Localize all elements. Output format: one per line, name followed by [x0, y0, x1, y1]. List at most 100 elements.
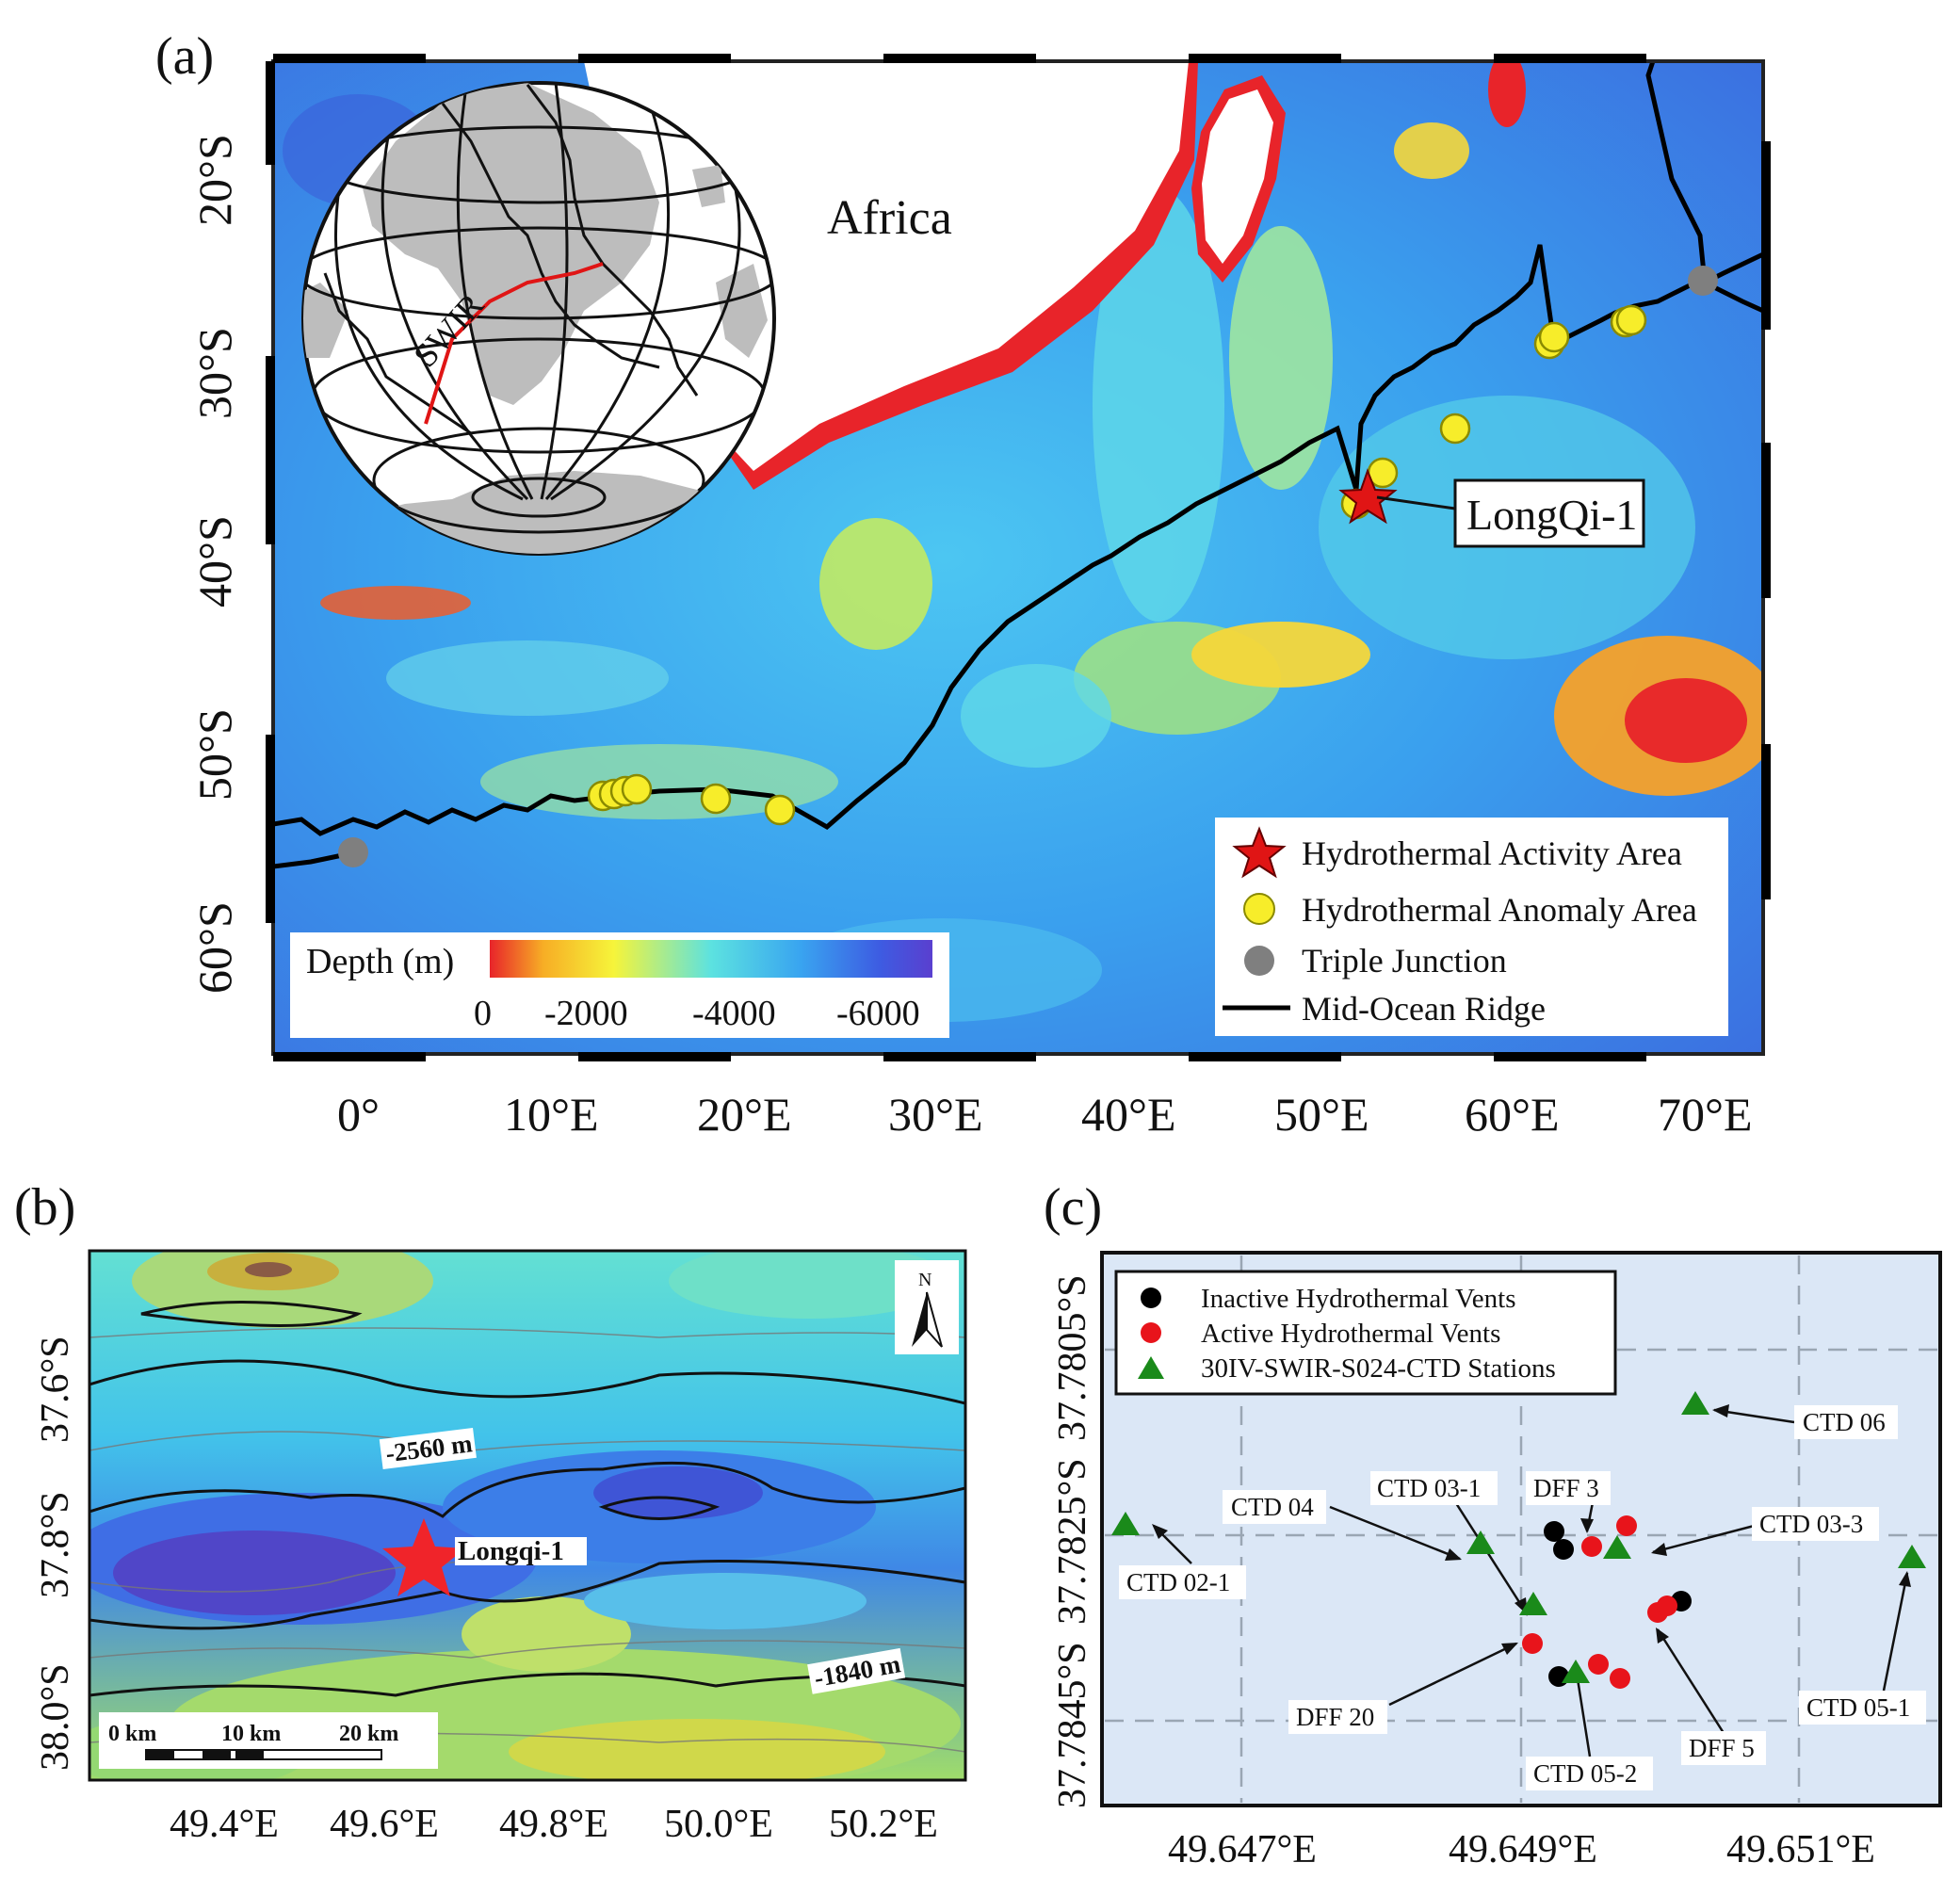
- active-vent: [1657, 1595, 1677, 1616]
- a-lon-tick-0: 0°: [337, 1088, 380, 1141]
- panel-a-label: (a): [155, 27, 214, 86]
- legend-yellow-circle-icon: [1243, 893, 1275, 925]
- active-vent: [1616, 1515, 1637, 1536]
- inactive-vent: [1544, 1521, 1564, 1542]
- scale-label-2: 20 km: [339, 1722, 398, 1746]
- ctd-station: [1562, 1660, 1590, 1683]
- scale-bar: 0 km 10 km 20 km: [99, 1712, 438, 1769]
- longqi-1-callout-box: [1453, 478, 1645, 548]
- active-vent: [1588, 1654, 1609, 1675]
- b-lon-tick-0: 49.4°E: [170, 1803, 279, 1846]
- triple-junction-marker: [1688, 266, 1718, 296]
- active-vent: [1610, 1668, 1630, 1689]
- panel-b-frame: [88, 1249, 967, 1782]
- b-lat-tick-0: 37.6°S: [34, 1336, 77, 1443]
- b-lon-tick-1: 49.6°E: [330, 1803, 439, 1846]
- callout-dff-20: DFF 20: [1296, 1703, 1374, 1731]
- legend-active-icon: [1141, 1322, 1161, 1343]
- c-legend-label-0: Inactive Hydrothermal Vents: [1201, 1284, 1515, 1314]
- panel-a-legend: Hydrothermal Activity Area Hydrothermal …: [1215, 818, 1728, 1036]
- ctd-station: [1681, 1391, 1709, 1415]
- anomaly-markers: [587, 304, 1647, 826]
- longqi-1-label-bg-b: [455, 1537, 587, 1565]
- a-lat-tick-4: 60°S: [188, 901, 241, 994]
- scale-label-1: 10 km: [221, 1722, 281, 1746]
- anomaly-marker: [1439, 413, 1471, 445]
- b-lat-tick-1: 37.8°S: [34, 1491, 77, 1598]
- active-vents: [1522, 1515, 1677, 1689]
- north-arrow: N: [895, 1260, 959, 1354]
- c-legend-label-1: Active Hydrothermal Vents: [1201, 1319, 1500, 1349]
- callout-ctd-05-1: CTD 05-1: [1806, 1693, 1910, 1722]
- callout-ctd-04: CTD 04: [1231, 1493, 1314, 1521]
- panel-a-lat-ticks: 20°S 30°S 40°S 50°S 60°S: [188, 134, 241, 994]
- legend-label-3: Mid-Ocean Ridge: [1302, 990, 1546, 1028]
- c-legend-label-2: 30IV-SWIR-S024-CTD Stations: [1201, 1353, 1556, 1384]
- b-lon-tick-3: 50.0°E: [664, 1803, 773, 1846]
- longqi-1-leader: [1376, 495, 1456, 510]
- a-lat-tick-2: 40°S: [188, 515, 241, 607]
- c-lat-tick-1: 37.7825°S: [1051, 1458, 1094, 1625]
- panel-c-callouts: CTD 06 CTD 03-1 DFF 3 CTD 04 CTD 03-3 CT…: [1119, 1405, 1926, 1790]
- ctd-station: [1519, 1592, 1547, 1615]
- colorbar-gradient: [490, 940, 932, 978]
- ctd-station: [1603, 1535, 1631, 1559]
- colorbar-tick-0: 0: [474, 994, 492, 1033]
- c-lon-tick-0: 49.647°E: [1168, 1828, 1317, 1871]
- anomaly-marker: [700, 783, 732, 815]
- africa-label: Africa: [827, 191, 952, 245]
- panel-a-lon-ticks: 0° 10°E 20°E 30°E 40°E 50°E 60°E 70°E: [337, 1088, 1753, 1141]
- colorbar-tick-3: -6000: [836, 994, 920, 1033]
- panel-b-lon-ticks: 49.4°E 49.6°E 49.8°E 50.0°E 50.2°E: [170, 1803, 938, 1846]
- a-lon-tick-5: 50°E: [1274, 1088, 1369, 1141]
- legend-label-2: Triple Junction: [1302, 942, 1507, 980]
- c-lat-tick-0: 37.7805°S: [1051, 1274, 1094, 1441]
- panel-c-lon-ticks: 49.647°E 49.649°E 49.651°E: [1168, 1828, 1875, 1871]
- ctd-station: [1466, 1531, 1495, 1554]
- longqi-1-label-b: Longqi-1: [458, 1536, 564, 1566]
- callout-ctd-06: CTD 06: [1803, 1408, 1886, 1436]
- inactive-vent: [1553, 1539, 1574, 1560]
- c-lon-tick-1: 49.649°E: [1449, 1828, 1597, 1871]
- active-vent: [1581, 1536, 1602, 1557]
- scale-label-0: 0 km: [108, 1722, 156, 1746]
- a-lon-tick-1: 10°E: [504, 1088, 599, 1141]
- callout-dff-3: DFF 3: [1533, 1474, 1599, 1502]
- callout-ctd-05-2: CTD 05-2: [1533, 1759, 1637, 1788]
- panel-c-legend: Inactive Hydrothermal Vents Active Hydro…: [1114, 1270, 1617, 1396]
- triple-junction-marker: [338, 837, 368, 867]
- panel-c-label: (c): [1044, 1178, 1102, 1237]
- anomaly-marker: [621, 773, 653, 805]
- longqi-1-star-b: [382, 1518, 465, 1596]
- anomaly-marker: [764, 794, 796, 826]
- callout-ctd-03-1: CTD 03-1: [1377, 1474, 1481, 1502]
- legend-ctd-icon: [1138, 1356, 1164, 1379]
- ctd-station: [1898, 1545, 1926, 1568]
- colorbar-title: Depth (m): [306, 942, 454, 981]
- panel-b-label: (b): [14, 1178, 75, 1237]
- a-lon-tick-6: 60°E: [1465, 1088, 1560, 1141]
- longqi-1-label: LongQi-1: [1466, 491, 1637, 539]
- anomaly-marker: [1615, 304, 1647, 336]
- ctd-stations: [1111, 1391, 1926, 1683]
- north-label: N: [918, 1270, 931, 1290]
- colorbar-tick-1: -2000: [544, 994, 628, 1033]
- panel-a-frame-ticks: [266, 54, 1771, 1061]
- anomaly-marker: [1538, 321, 1570, 353]
- legend-label-1: Hydrothermal Anomaly Area: [1302, 891, 1697, 929]
- ctd-station: [1111, 1512, 1140, 1535]
- panel-c-plot: Inactive Hydrothermal Vents Active Hydro…: [1100, 1251, 1942, 1807]
- legend-star-icon: [1232, 826, 1287, 879]
- panel-a-map: [273, 61, 1763, 1054]
- legend-label-0: Hydrothermal Activity Area: [1302, 834, 1682, 872]
- callout-ctd-03-3: CTD 03-3: [1759, 1510, 1863, 1538]
- depth-colorbar: Depth (m) 0 -2000 -4000 -6000: [290, 932, 949, 1038]
- b-lon-tick-4: 50.2°E: [829, 1803, 938, 1846]
- legend-gray-circle-icon: [1244, 946, 1274, 976]
- c-lon-tick-2: 49.651°E: [1726, 1828, 1875, 1871]
- c-lat-tick-2: 37.7845°S: [1051, 1642, 1094, 1808]
- b-lat-tick-2: 38.0°S: [34, 1663, 77, 1771]
- callout-ctd-02-1: CTD 02-1: [1126, 1568, 1230, 1596]
